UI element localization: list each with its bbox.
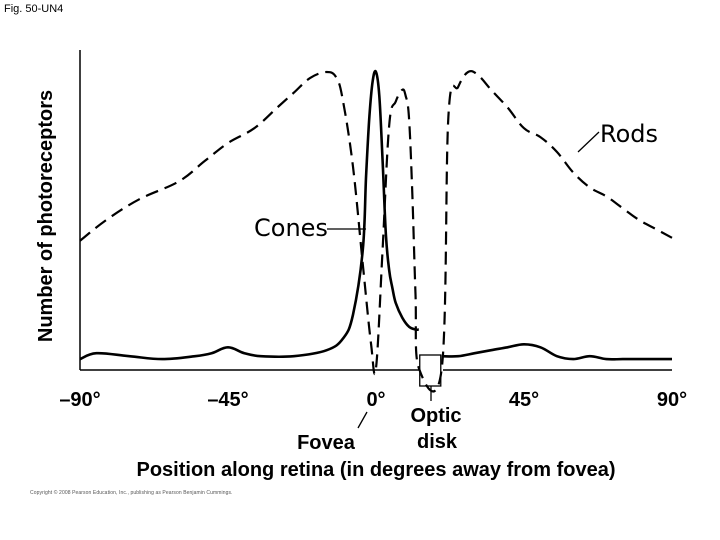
optic-disk-label-line2: disk (417, 431, 458, 453)
rods-pointer (577, 131, 600, 153)
x-tick-label: –45° (207, 389, 248, 411)
cones-label: Cones (254, 214, 328, 242)
y-axis-title: Number of photoreceptors (35, 90, 57, 342)
figure-label: Fig. 50-UN4 (4, 3, 64, 15)
x-tick-label: 45° (509, 389, 539, 411)
fovea-label: Fovea (297, 432, 356, 454)
x-tick-label: 90° (657, 389, 687, 411)
rods-series-line (79, 70, 673, 393)
rods-label: Rods (600, 120, 658, 148)
copyright-notice: Copyright © 2008 Pearson Education, Inc.… (30, 490, 233, 496)
optic-disk-box (419, 354, 442, 387)
fovea-pointer (357, 411, 368, 429)
x-axis-title: Position along retina (in degrees away f… (137, 459, 616, 481)
x-tick-label: 0° (366, 389, 385, 411)
x-tick-label: –90° (59, 389, 100, 411)
optic-disk-label-line1: Optic (410, 405, 461, 427)
cones-series-line (79, 69, 672, 361)
